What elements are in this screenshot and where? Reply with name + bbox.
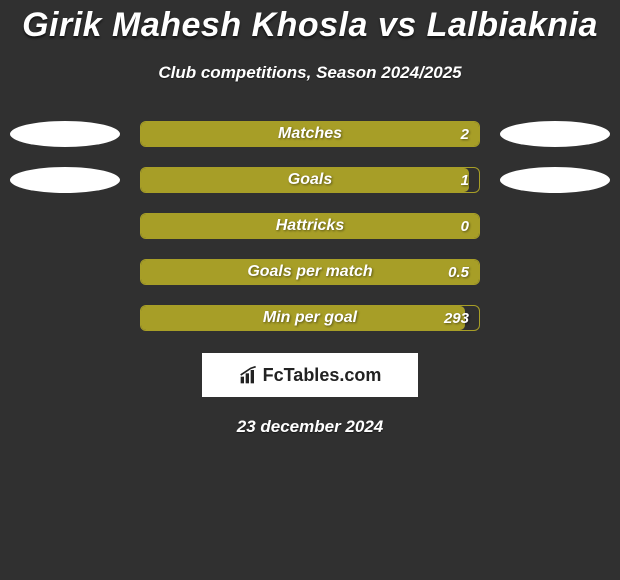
stat-bar: Matches 2 — [140, 121, 480, 147]
stat-bar: Goals 1 — [140, 167, 480, 193]
stat-value: 0.5 — [448, 264, 469, 281]
stat-bar: Min per goal 293 — [140, 305, 480, 331]
player-right-badge — [500, 167, 610, 193]
stat-value: 1 — [461, 172, 469, 189]
stat-bar: Goals per match 0.5 — [140, 259, 480, 285]
stat-row: Matches 2 — [0, 121, 620, 147]
chart-icon — [239, 365, 259, 385]
stat-value: 0 — [461, 218, 469, 235]
stat-row: Goals 1 — [0, 167, 620, 193]
brand-text: FcTables.com — [263, 365, 382, 386]
stat-label: Goals per match — [247, 263, 372, 281]
player-left-badge — [10, 167, 120, 193]
stat-row: Min per goal 293 — [0, 305, 620, 331]
player-left-badge — [10, 121, 120, 147]
stat-row: Goals per match 0.5 — [0, 259, 620, 285]
player-right-badge — [500, 121, 610, 147]
stat-value: 293 — [444, 310, 469, 327]
stat-bar: Hattricks 0 — [140, 213, 480, 239]
stats-container: Matches 2 Goals 1 Hattricks 0 Goals per match 0… — [0, 121, 620, 331]
stat-label: Matches — [278, 125, 342, 143]
date-text: 23 december 2024 — [0, 417, 620, 437]
stat-label: Min per goal — [263, 309, 357, 327]
page-title: Girik Mahesh Khosla vs Lalbiaknia — [0, 0, 620, 45]
stat-label: Goals — [288, 171, 332, 189]
stat-value: 2 — [461, 126, 469, 143]
stat-label: Hattricks — [276, 217, 344, 235]
subtitle: Club competitions, Season 2024/2025 — [0, 63, 620, 83]
brand-box[interactable]: FcTables.com — [202, 353, 418, 397]
stat-row: Hattricks 0 — [0, 213, 620, 239]
